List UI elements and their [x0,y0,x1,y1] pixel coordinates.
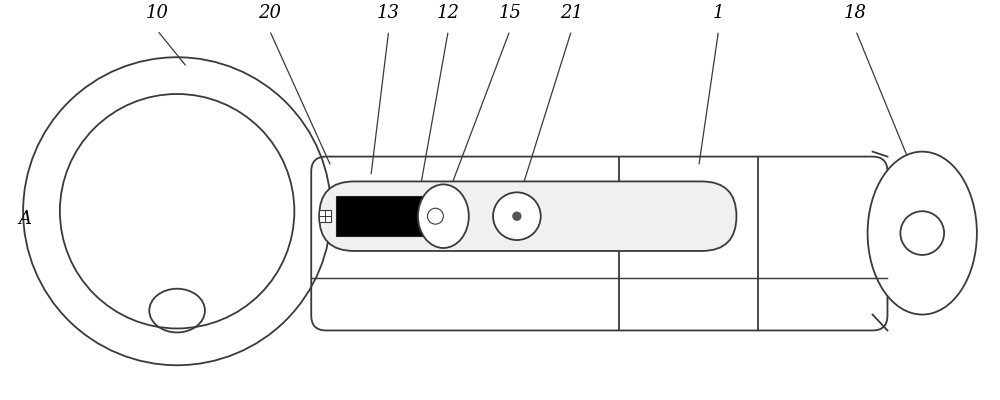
Circle shape [493,192,541,240]
Bar [319,210,331,222]
Circle shape [427,208,443,224]
Text: 18: 18 [844,4,867,22]
Text: 1: 1 [713,4,724,22]
Bar [336,196,430,236]
Text: 15: 15 [498,4,521,22]
FancyBboxPatch shape [319,182,736,251]
Ellipse shape [868,152,977,314]
Text: A: A [19,210,32,228]
Text: 10: 10 [146,4,169,22]
Text: 13: 13 [377,4,400,22]
Circle shape [513,212,521,220]
Text: 12: 12 [437,4,460,22]
FancyBboxPatch shape [311,156,887,330]
Ellipse shape [418,184,469,248]
Text: 21: 21 [560,4,583,22]
Text: 20: 20 [258,4,281,22]
